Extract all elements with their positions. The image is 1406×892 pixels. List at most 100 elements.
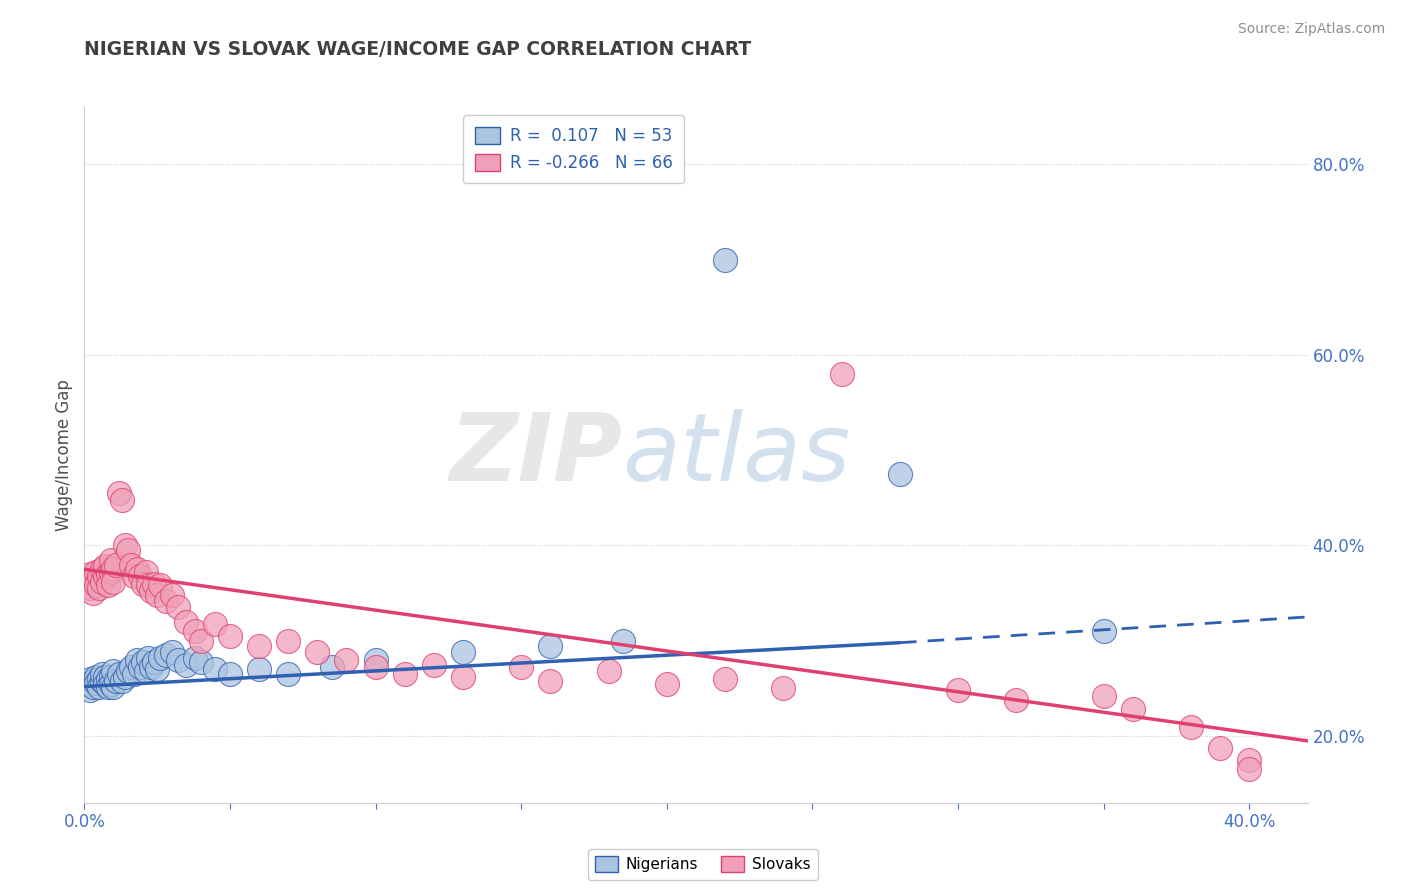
- Point: [79, 582, 101, 596]
- Point: [125, 653, 148, 667]
- Point: [714, 672, 737, 686]
- Point: [946, 683, 969, 698]
- Text: atlas: atlas: [623, 409, 851, 500]
- Point: [131, 576, 153, 591]
- Point: [364, 653, 387, 667]
- Point: [93, 569, 117, 583]
- Point: [128, 569, 150, 583]
- Text: ZIP: ZIP: [450, 409, 623, 501]
- Point: [120, 660, 142, 674]
- Point: [100, 565, 122, 579]
- Point: [138, 651, 160, 665]
- Point: [105, 558, 128, 572]
- Point: [84, 675, 107, 690]
- Point: [772, 681, 794, 696]
- Point: [84, 565, 107, 579]
- Point: [204, 616, 226, 631]
- Point: [184, 651, 207, 665]
- Legend: R =  0.107   N = 53, R = -0.266   N = 66: R = 0.107 N = 53, R = -0.266 N = 66: [463, 115, 685, 184]
- Point: [93, 676, 117, 690]
- Point: [160, 645, 183, 659]
- Point: [84, 578, 107, 592]
- Point: [103, 562, 125, 576]
- Point: [114, 670, 136, 684]
- Point: [176, 657, 198, 672]
- Point: [247, 639, 270, 653]
- Text: Source: ZipAtlas.com: Source: ZipAtlas.com: [1237, 22, 1385, 37]
- Point: [108, 486, 131, 500]
- Point: [143, 576, 166, 591]
- Point: [76, 676, 98, 690]
- Point: [538, 639, 561, 653]
- Point: [204, 662, 226, 676]
- Point: [122, 667, 145, 681]
- Point: [103, 574, 125, 589]
- Point: [103, 680, 125, 694]
- Point: [277, 633, 299, 648]
- Point: [394, 667, 416, 681]
- Point: [510, 660, 533, 674]
- Point: [1239, 763, 1261, 777]
- Point: [146, 588, 169, 602]
- Point: [149, 651, 172, 665]
- Point: [87, 569, 110, 583]
- Legend: Nigerians, Slovaks: Nigerians, Slovaks: [588, 848, 818, 880]
- Point: [120, 558, 142, 572]
- Point: [79, 683, 101, 698]
- Point: [889, 467, 911, 481]
- Point: [131, 655, 153, 669]
- Point: [82, 586, 104, 600]
- Point: [97, 567, 120, 582]
- Point: [277, 667, 299, 681]
- Point: [219, 629, 242, 643]
- Point: [76, 576, 98, 591]
- Point: [1092, 624, 1115, 639]
- Point: [364, 660, 387, 674]
- Point: [100, 676, 122, 690]
- Point: [87, 582, 110, 596]
- Point: [598, 665, 620, 679]
- Point: [103, 665, 125, 679]
- Point: [111, 492, 134, 507]
- Point: [82, 572, 104, 586]
- Point: [111, 673, 134, 688]
- Point: [90, 574, 112, 589]
- Point: [100, 670, 122, 684]
- Point: [831, 367, 853, 381]
- Point: [190, 655, 212, 669]
- Point: [1122, 702, 1144, 716]
- Point: [612, 633, 634, 648]
- Point: [1239, 753, 1261, 767]
- Point: [87, 680, 110, 694]
- Point: [160, 588, 183, 602]
- Point: [135, 565, 157, 579]
- Point: [451, 645, 474, 659]
- Point: [190, 633, 212, 648]
- Point: [93, 670, 117, 684]
- Point: [655, 676, 678, 690]
- Point: [90, 562, 112, 576]
- Point: [155, 648, 177, 662]
- Point: [93, 559, 117, 574]
- Point: [146, 662, 169, 676]
- Point: [166, 653, 188, 667]
- Point: [105, 673, 128, 688]
- Point: [1005, 693, 1028, 707]
- Point: [141, 584, 163, 599]
- Point: [117, 543, 139, 558]
- Point: [87, 672, 110, 686]
- Point: [135, 665, 157, 679]
- Point: [155, 593, 177, 607]
- Point: [138, 578, 160, 592]
- Point: [114, 539, 136, 553]
- Point: [141, 660, 163, 674]
- Point: [84, 670, 107, 684]
- Point: [451, 670, 474, 684]
- Point: [321, 660, 343, 674]
- Point: [128, 660, 150, 674]
- Point: [1180, 720, 1202, 734]
- Point: [149, 578, 172, 592]
- Point: [90, 673, 112, 688]
- Point: [125, 562, 148, 576]
- Point: [143, 655, 166, 669]
